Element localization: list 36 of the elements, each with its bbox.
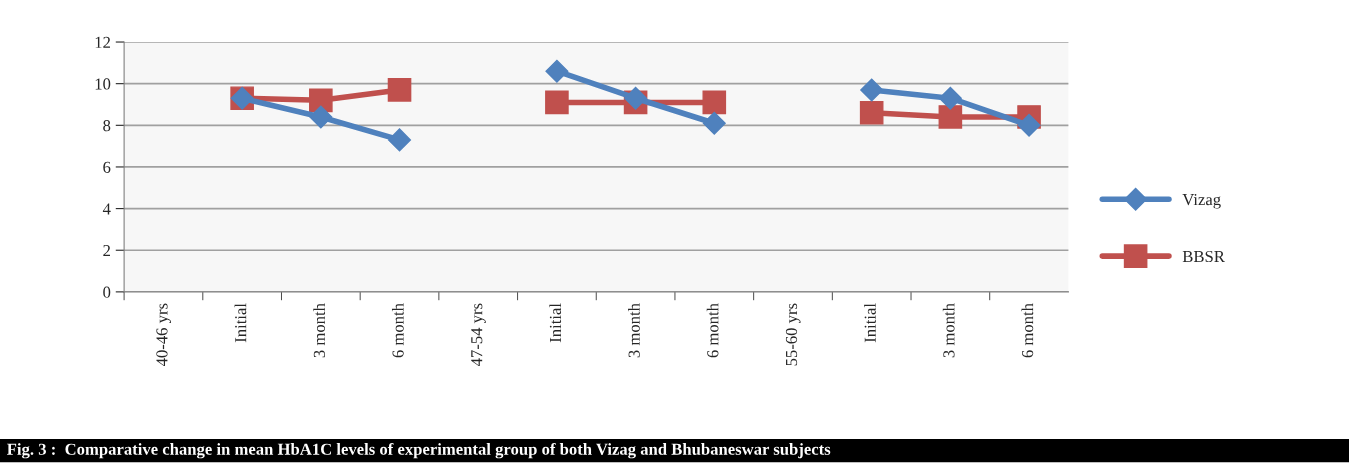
point [1017, 113, 1041, 137]
point [545, 59, 569, 83]
point [938, 86, 962, 110]
point [860, 78, 884, 102]
x-tick-label: 55-60 yrs [785, 303, 801, 366]
caption: Fig. 3 : Comparative change in mean HbA1C levels of experimental group of both Vizag and Bhubaneswar subjects [7, 442, 831, 459]
point [388, 128, 412, 152]
x-tick-label: Initial [234, 303, 247, 343]
point [387, 78, 412, 102]
y-tick-label: 12 [95, 36, 110, 48]
legend-label: BBSR [1182, 250, 1225, 263]
y-tick-label: 8 [103, 120, 111, 132]
legend-label: Vizag [1182, 193, 1221, 209]
x-tick-label: 47-54 yrs [471, 303, 486, 367]
point [859, 101, 884, 125]
x-tick-label: Initial [549, 303, 562, 343]
point [309, 88, 333, 113]
x-tick-label: 3 month [628, 303, 640, 358]
x-tick-label: 3 month [942, 303, 955, 358]
point [624, 86, 648, 110]
point [938, 105, 963, 129]
x-tick-label: 6 month [706, 303, 719, 358]
point [545, 90, 569, 115]
y-tick-label: 4 [102, 203, 111, 215]
y-tick-label: 2 [103, 244, 110, 257]
y-tick-label: 10 [95, 78, 111, 90]
x-tick-label: Initial [864, 303, 876, 343]
y-tick-label: 0 [103, 286, 111, 298]
point [702, 111, 726, 135]
x-tick-label: 6 month [1021, 303, 1034, 358]
point [702, 90, 727, 115]
x-tick-label: 3 month [313, 303, 326, 358]
x-tick-label: 6 month [391, 303, 404, 358]
x-tick-label: 40-46 yrs [156, 303, 172, 367]
y-tick-label: 6 [103, 161, 111, 173]
point [309, 105, 333, 129]
